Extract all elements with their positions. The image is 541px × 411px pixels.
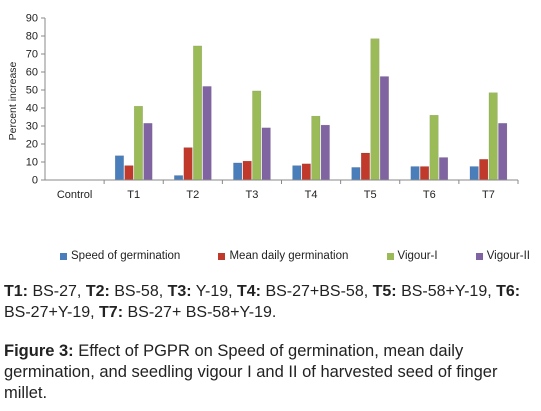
treatment-code: T1:: [4, 283, 28, 300]
bar-mean-daily-germination-t1: [124, 165, 134, 181]
caption-label: Figure 3:: [4, 342, 74, 360]
treatment-code: T3:: [167, 283, 192, 300]
legend-label: Vigour-I: [397, 250, 438, 262]
treatment-description: Y-19,: [191, 283, 237, 300]
legend-swatch: [218, 252, 226, 260]
y-tick-label: 40: [26, 103, 38, 115]
bar-vigour-ii-t1: [143, 123, 153, 181]
treatment-description: BS-27,: [28, 283, 86, 300]
x-tick-label-t4: T4: [305, 189, 318, 201]
legend-label: Vigour-II: [486, 250, 530, 262]
x-tick-label-t7: T7: [482, 189, 495, 201]
bar-vigour-ii-t7: [498, 123, 508, 181]
chart-legend: Speed of germination Mean daily germinati…: [60, 250, 530, 262]
legend-swatch: [60, 252, 67, 260]
legend-item-vigour-ii: Vigour-II: [475, 250, 530, 262]
x-tick-label-control: Control: [57, 189, 92, 201]
treatment-code: T5:: [372, 283, 397, 300]
bar-speed-of-germination-t7: [469, 166, 479, 181]
bar-mean-daily-germination-t4: [301, 163, 311, 181]
treatment-legend: T1: BS-27, T2: BS-58, T3: Y-19, T4: BS-2…: [4, 281, 534, 323]
y-tick-label: 50: [26, 85, 38, 97]
legend-item-mean-daily-germination: Mean daily germination: [218, 250, 348, 262]
bar-chart: Percent increase 0 10 20 30 40 50 60 70 80 90 Cont…: [7, 13, 519, 201]
x-tick-label-t3: T3: [246, 189, 259, 201]
bar-mean-daily-germination-t6: [420, 166, 430, 181]
bar-vigour-ii-t6: [439, 157, 449, 181]
bar-vigour-i-t6: [429, 114, 439, 181]
figure-caption: Figure 3: Effect of PGPR on Speed of ger…: [4, 341, 536, 404]
x-tick-label-t6: T6: [423, 189, 436, 201]
y-axis-title: Percent increase: [7, 61, 19, 140]
treatment-code: T4:: [237, 283, 261, 300]
y-tick-label: 10: [26, 157, 38, 169]
bar-vigour-i-t5: [370, 38, 380, 181]
legend-label: Mean daily germination: [229, 250, 349, 262]
bar-vigour-ii-t4: [320, 124, 330, 181]
treatment-code: T2:: [85, 283, 110, 300]
bar-speed-of-germination-t2: [174, 175, 184, 181]
bar-mean-daily-germination-t5: [360, 152, 370, 181]
y-tick-label: 60: [26, 67, 38, 79]
x-tick-label-t1: T1: [127, 189, 140, 201]
y-tick-label: 20: [26, 139, 38, 151]
treatment-description: BS-27+BS-58,: [261, 283, 373, 300]
legend-swatch: [475, 252, 483, 260]
bar-mean-daily-germination-t7: [479, 159, 489, 181]
bar-speed-of-germination-t4: [292, 165, 302, 181]
treatment-description: BS-27+ BS-58+Y-19.: [123, 304, 277, 321]
treatment-code: T6:: [496, 283, 521, 300]
bar-speed-of-germination-t1: [114, 155, 124, 181]
treatment-code: T7:: [99, 304, 124, 321]
y-tick-label: 70: [26, 49, 38, 61]
bar-vigour-ii-t3: [261, 127, 271, 181]
x-tick-label-t2: T2: [186, 189, 199, 201]
treatment-description: BS-58,: [109, 283, 168, 300]
bar-vigour-i-t7: [488, 92, 498, 181]
bar-vigour-i-t2: [193, 45, 203, 181]
bar-speed-of-germination-t6: [410, 166, 420, 181]
bar-vigour-i-t1: [133, 105, 143, 181]
bar-speed-of-germination-t3: [233, 162, 243, 181]
bar-speed-of-germination-t5: [351, 167, 361, 181]
y-tick-label: 0: [32, 175, 38, 187]
caption-text: Effect of PGPR on Speed of germination, …: [4, 342, 498, 402]
treatment-description: BS-27+Y-19,: [4, 304, 100, 321]
x-tick-label-t5: T5: [364, 189, 377, 201]
legend-item-speed-of-germination: Speed of germination: [60, 250, 180, 262]
treatment-description: BS-58+Y-19,: [396, 283, 497, 300]
y-tick-label: 80: [26, 31, 38, 43]
bar-vigour-i-t3: [252, 90, 262, 181]
legend-swatch: [386, 252, 394, 260]
y-tick-label: 30: [26, 121, 38, 133]
y-tick-label: 90: [26, 13, 38, 25]
bar-mean-daily-germination-t3: [242, 160, 252, 181]
bar-vigour-i-t4: [311, 115, 321, 181]
bar-mean-daily-germination-t2: [183, 147, 193, 181]
legend-label: Speed of germination: [71, 250, 181, 262]
bar-vigour-ii-t5: [379, 76, 389, 181]
bar-vigour-ii-t2: [202, 86, 212, 181]
legend-item-vigour-i: Vigour-I: [386, 250, 438, 262]
